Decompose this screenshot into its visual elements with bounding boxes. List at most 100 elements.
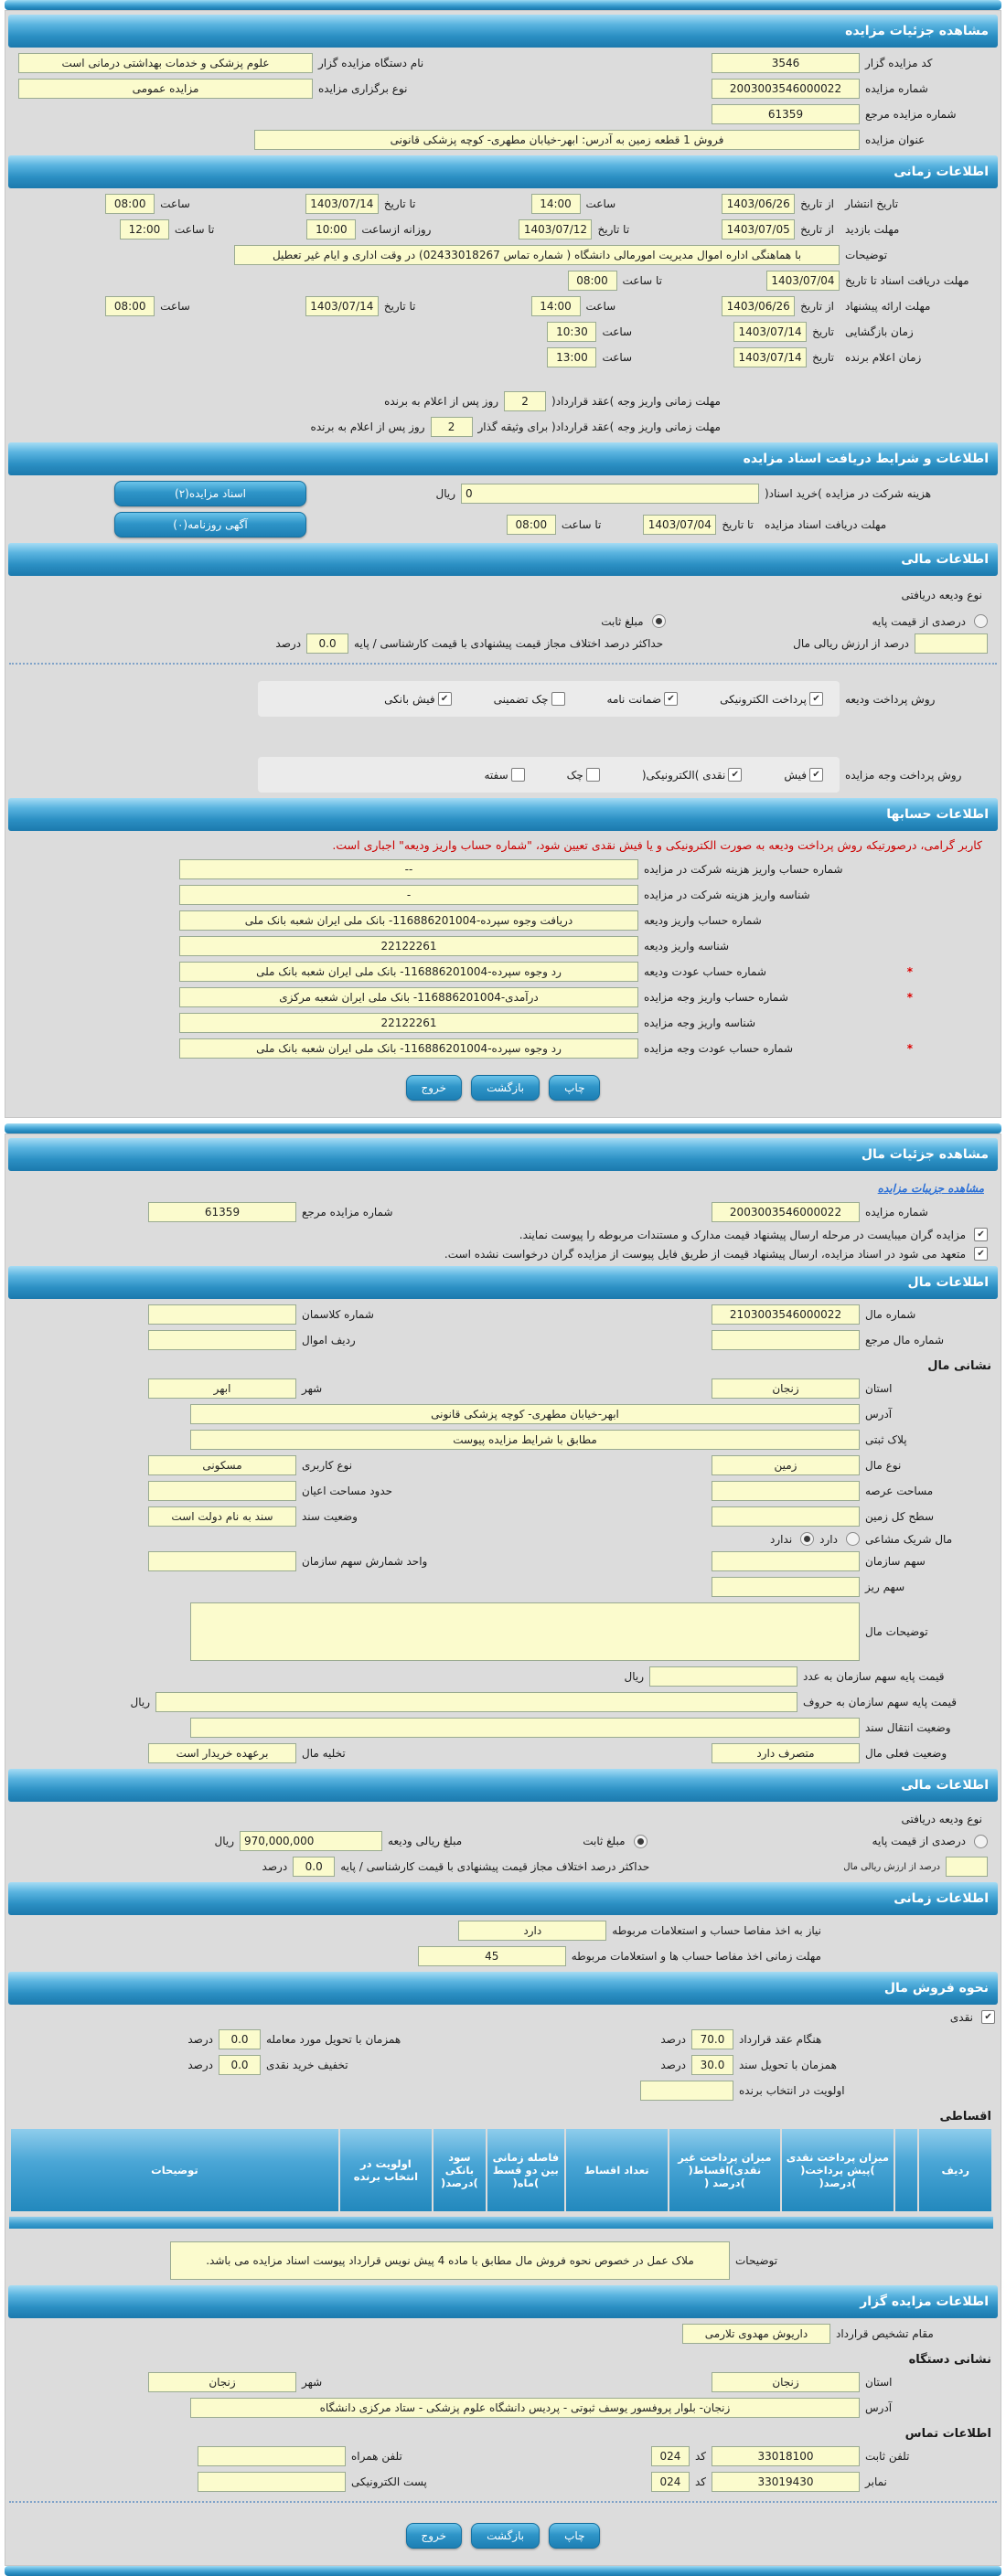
auction-ref-field[interactable]: 61359	[148, 1202, 296, 1222]
no-price-file-checkbox[interactable]	[974, 1247, 988, 1261]
option-promissory[interactable]: سفته	[484, 768, 525, 782]
base-price-number-field[interactable]	[649, 1666, 797, 1687]
province-field[interactable]: زنجان	[712, 1378, 860, 1399]
winner-time-field[interactable]: 13:00	[547, 347, 597, 367]
org-name-field[interactable]: علوم پزشکی و خدمات بهداشتی درمانی است	[18, 53, 313, 73]
deed-transfer-status-field[interactable]	[190, 1718, 860, 1738]
view-auction-details-link[interactable]: مشاهده جزییات مزایده	[877, 1182, 984, 1195]
eviction-field[interactable]: برعهده خریدار است	[148, 1743, 296, 1763]
auction-docs-button[interactable]: اسناد مزایده(۲)	[114, 481, 306, 506]
fee-deposit-id-field[interactable]: -	[179, 885, 638, 905]
bank-slip-checkbox[interactable]	[437, 692, 452, 706]
building-area-field[interactable]	[148, 1481, 296, 1501]
mobile-field[interactable]	[198, 2446, 346, 2466]
at-delivery-field[interactable]: 0.0	[219, 2029, 261, 2049]
fixed-amount-radio[interactable]	[633, 1834, 647, 1848]
visit-to-date-field[interactable]: 1403/07/12	[519, 219, 593, 240]
epay-checkbox[interactable]	[809, 692, 823, 706]
no-partner-radio[interactable]	[800, 1532, 815, 1546]
option-guarantee[interactable]: ضمانت نامه	[607, 692, 679, 706]
asset-type-field[interactable]: زمین	[712, 1455, 860, 1475]
slip-checkbox[interactable]	[809, 768, 823, 782]
landline-code-field[interactable]: 024	[650, 2446, 690, 2466]
print-button[interactable]: چاپ	[549, 1075, 601, 1101]
visit-from-date-field[interactable]: 1403/07/05	[722, 219, 796, 240]
publish-from-date-field[interactable]: 1403/06/26	[722, 194, 796, 214]
guarantee-checkbox[interactable]	[664, 692, 679, 706]
usage-type-field[interactable]: مسکونی	[148, 1455, 296, 1475]
visit-from-time-field[interactable]: 10:00	[306, 219, 357, 240]
fee-deposit-account-field[interactable]: --	[179, 859, 638, 879]
landline-field[interactable]: 33018100	[712, 2446, 860, 2466]
percent-of-base-radio[interactable]	[974, 1834, 988, 1848]
auction-number-field[interactable]: 2003003546000022	[712, 79, 860, 99]
secured-check-checkbox[interactable]	[551, 692, 565, 706]
org-city-field[interactable]: زنجان	[148, 2372, 296, 2392]
total-land-field[interactable]	[712, 1506, 860, 1527]
publish-to-date-field[interactable]: 1403/07/14	[305, 194, 379, 214]
org-share-field[interactable]	[712, 1551, 860, 1571]
org-province-field[interactable]: زنجان	[712, 2372, 860, 2392]
classification-number-field[interactable]	[148, 1304, 296, 1325]
asset-description-field[interactable]	[190, 1602, 860, 1661]
timing-note-field[interactable]: با هماهنگی اداره اموال مدیریت امورمالی د…	[234, 245, 840, 265]
has-partner-radio[interactable]	[846, 1532, 860, 1546]
guarantor-payment-days-field[interactable]: 2	[430, 417, 473, 437]
contract-authority-field[interactable]: داریوش مهدوی تلارمی	[682, 2324, 830, 2344]
docs-deadline-time-field[interactable]: 08:00	[506, 515, 556, 535]
docs-receive-deadline-time-field[interactable]: 08:00	[567, 271, 617, 291]
deed-status-field[interactable]: سند به نام دولت است	[148, 1506, 296, 1527]
docs-deadline-date-field[interactable]: 1403/07/04	[643, 515, 717, 535]
docs-receive-deadline-date-field[interactable]: 1403/07/04	[766, 271, 840, 291]
participation-fee-field[interactable]: 0	[461, 484, 759, 504]
max-diff-field[interactable]: 0.0	[306, 633, 349, 654]
auction-amount-return-account-field[interactable]: رد وجوه سپرده-116886201004- بانک ملی ایر…	[179, 1038, 638, 1059]
exit-button[interactable]: خروج	[405, 2523, 463, 2549]
cash-sale-checkbox[interactable]	[981, 2010, 995, 2024]
sub-share-field[interactable]	[712, 1577, 860, 1597]
address-field[interactable]: ابهر-خیابان مطهری- کوچه پزشکی قانونی	[190, 1404, 860, 1424]
exit-button[interactable]: خروج	[405, 1075, 463, 1101]
clearance-deadline-field[interactable]: 45	[417, 1946, 566, 1966]
city-field[interactable]: ابهر	[148, 1378, 296, 1399]
offer-from-date-field[interactable]: 1403/06/26	[722, 296, 796, 316]
auction-number-field[interactable]: 2003003546000022	[712, 1202, 860, 1222]
email-field[interactable]	[198, 2472, 346, 2492]
option-epay[interactable]: پرداخت الکترونیکی	[720, 692, 823, 706]
deposit-amount-field[interactable]: 970,000,000	[240, 1831, 383, 1851]
visit-to-time-field[interactable]: 12:00	[119, 219, 169, 240]
publish-from-time-field[interactable]: 14:00	[530, 194, 581, 214]
land-area-field[interactable]	[712, 1481, 860, 1501]
fixed-amount-radio[interactable]	[651, 614, 666, 628]
option-check[interactable]: چک	[567, 768, 600, 782]
attach-docs-checkbox[interactable]	[974, 1228, 988, 1241]
fax-code-field[interactable]: 024	[650, 2472, 690, 2492]
offer-from-time-field[interactable]: 14:00	[530, 296, 581, 316]
percent-of-base-radio[interactable]	[974, 614, 988, 628]
offer-to-time-field[interactable]: 08:00	[105, 296, 155, 316]
clearance-needed-field[interactable]: دارد	[458, 1921, 607, 1941]
current-status-field[interactable]: متصرف دارد	[712, 1743, 860, 1763]
newspaper-ad-button[interactable]: آگهی روزنامه(۰)	[114, 512, 306, 538]
auction-subject-field[interactable]: فروش 1 قطعه زمین به آدرس: ابهر-خیابان مط…	[254, 130, 860, 150]
deposit-return-account-field[interactable]: رد وجوه سپرده-116886201004- بانک ملی ایر…	[179, 962, 638, 982]
option-cash-electronic[interactable]: نقدی )الکترونیکی(	[642, 768, 743, 782]
cash-electronic-checkbox[interactable]	[728, 768, 743, 782]
percent-of-value-field[interactable]	[946, 1857, 988, 1877]
contract-payment-days-field[interactable]: 2	[504, 391, 547, 411]
check-checkbox[interactable]	[585, 768, 600, 782]
publish-to-time-field[interactable]: 08:00	[105, 194, 155, 214]
opening-date-field[interactable]: 1403/07/14	[733, 322, 808, 342]
print-button[interactable]: چاپ	[549, 2523, 601, 2549]
base-price-words-field[interactable]	[155, 1692, 797, 1712]
back-button[interactable]: بازگشت	[471, 1075, 540, 1101]
cash-discount-field[interactable]: 0.0	[219, 2055, 261, 2075]
auction-type-field[interactable]: مزایده عمومی	[18, 79, 313, 99]
auction-amount-id-field[interactable]: 22122261	[179, 1013, 638, 1033]
winner-priority-field[interactable]	[640, 2081, 733, 2101]
option-secured-check[interactable]: چک تضمینی	[494, 692, 565, 706]
asset-row-field[interactable]	[148, 1330, 296, 1350]
option-bank-slip[interactable]: فیش بانکی	[384, 692, 452, 706]
auctioneer-code-field[interactable]: 3546	[712, 53, 860, 73]
percent-of-value-field[interactable]	[915, 633, 988, 654]
